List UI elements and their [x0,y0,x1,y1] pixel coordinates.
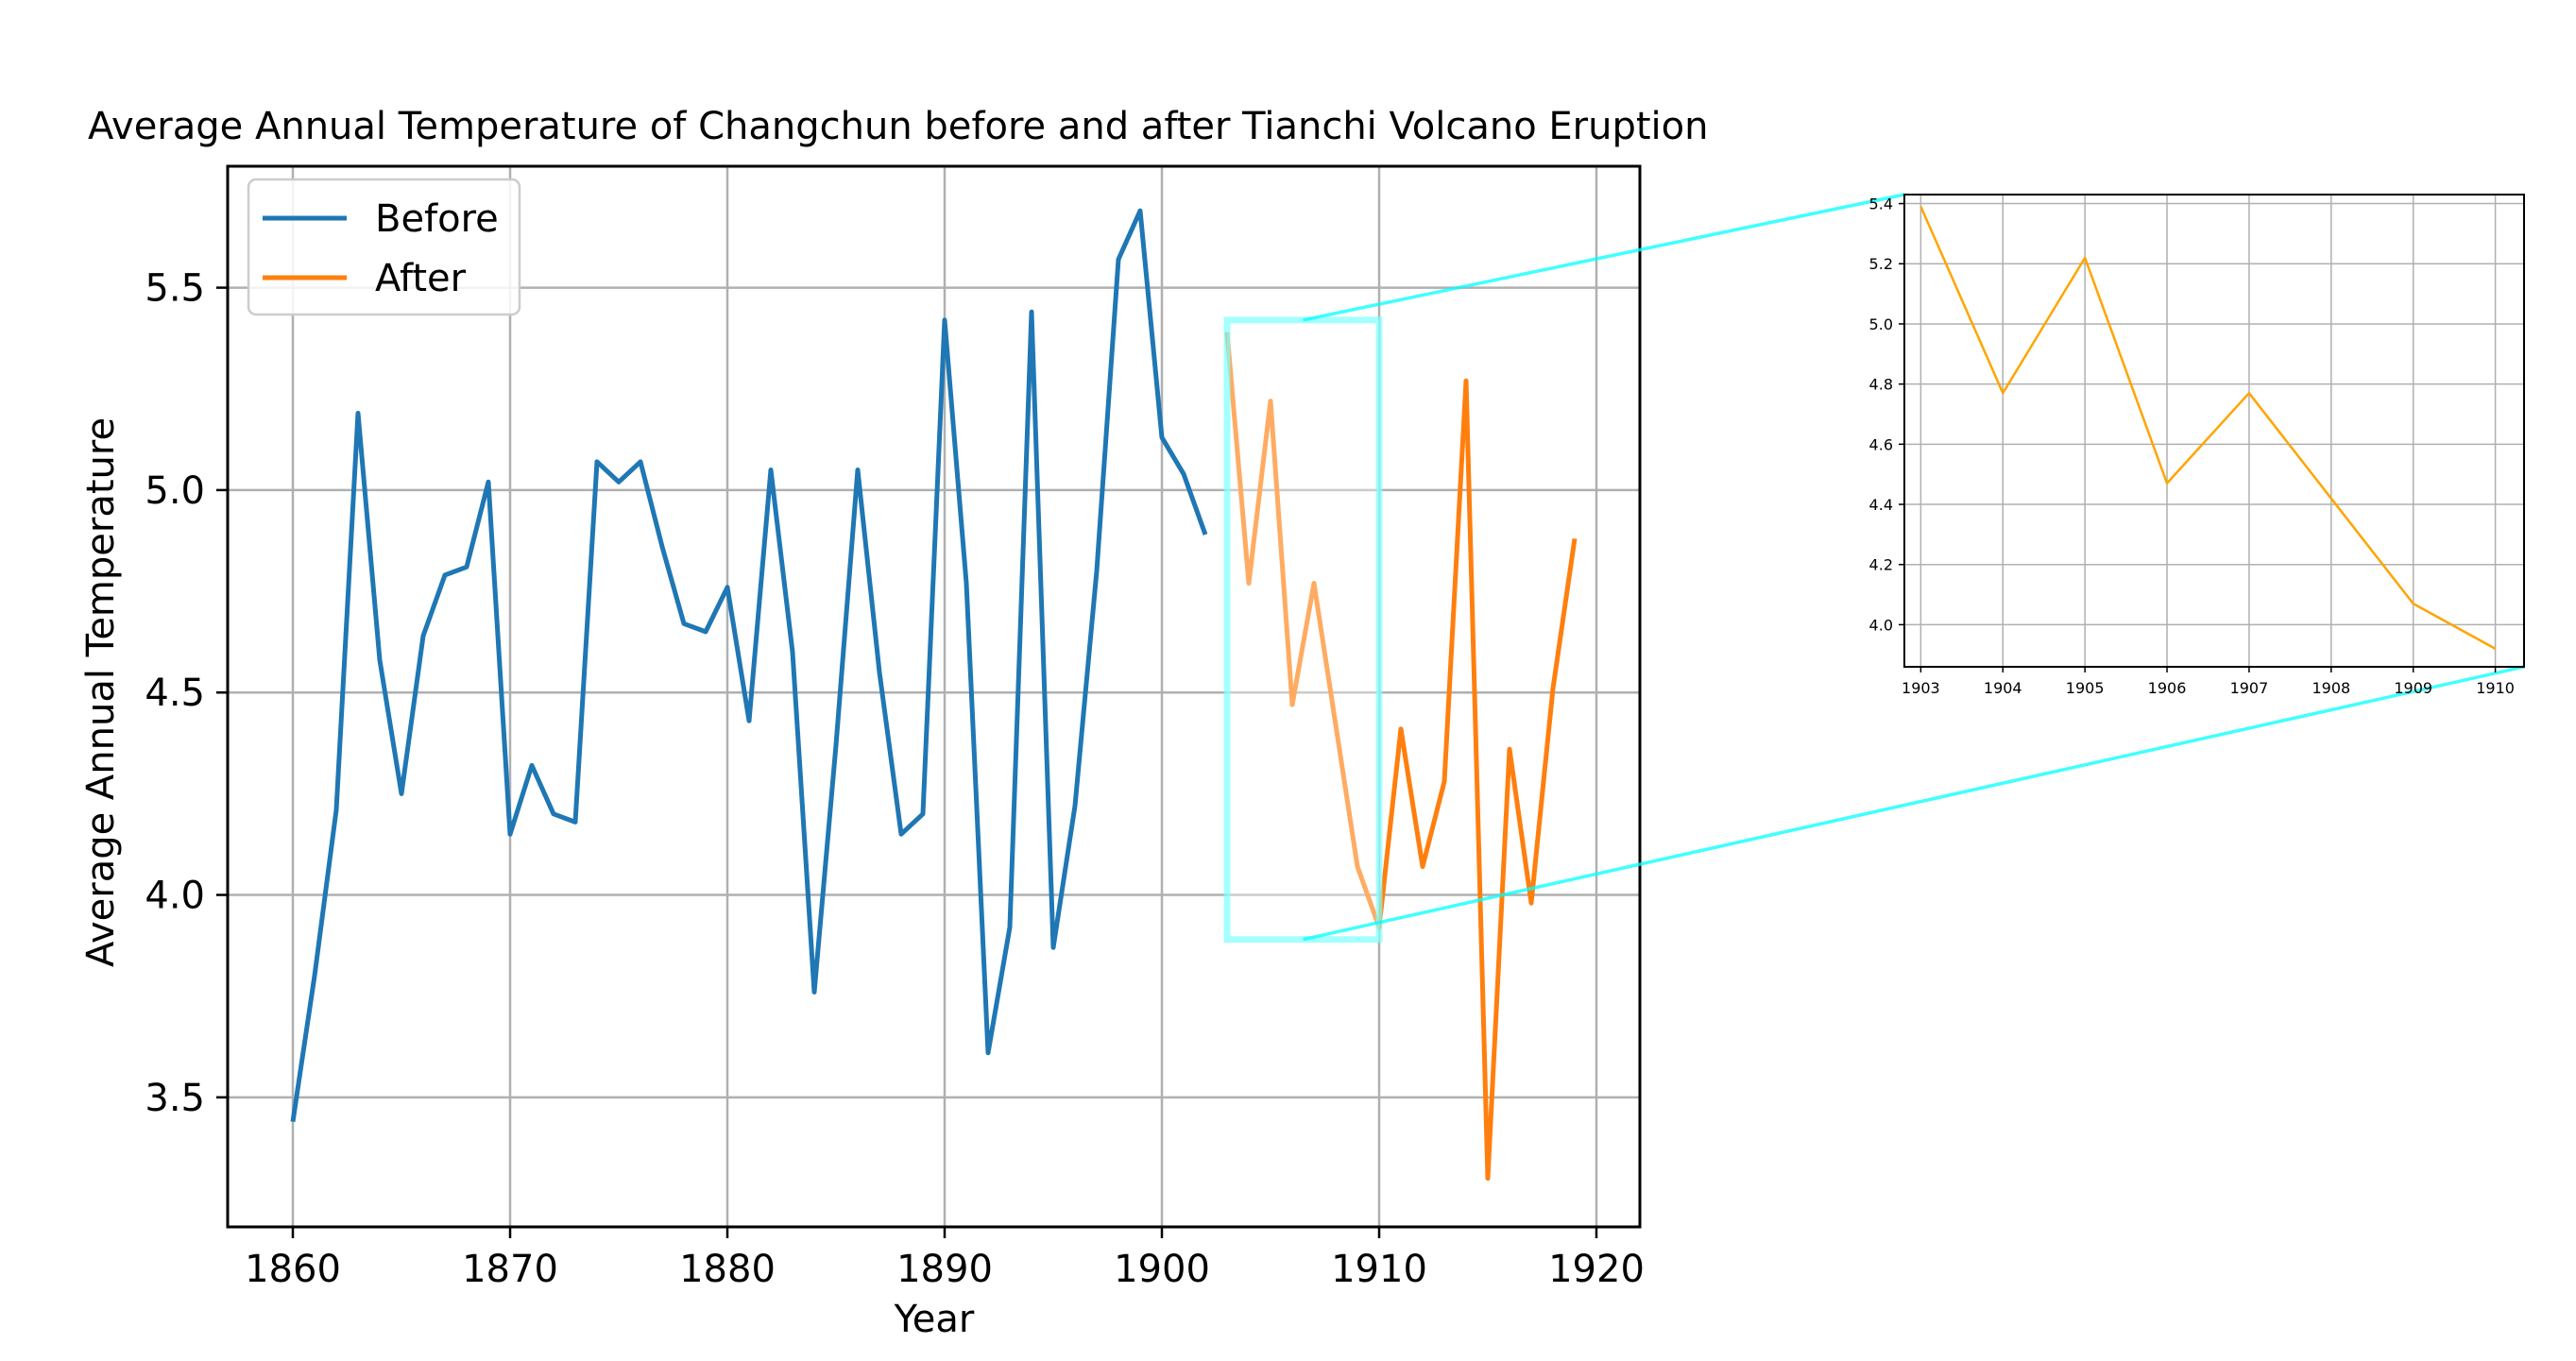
zoom-connector-lines [1303,193,2525,942]
y-tick-label: 3.5 [145,1077,205,1120]
y-tick-label: 5.0 [145,469,205,513]
inset-x-tick-label: 1908 [2312,679,2350,697]
connector-line-top [1303,193,1905,322]
inset-y-tick-label: 5.4 [1869,196,1893,213]
x-tick-label: 1890 [896,1248,993,1291]
chart-title: Average Annual Temperature of Changchun … [88,105,1708,148]
inset-series-lines [1919,206,2497,650]
y-axis-label: Average Annual Temperature [79,417,123,967]
inset-y-tick-label: 4.0 [1869,616,1893,634]
main-series-lines [290,208,1578,1182]
y-tick-label: 5.5 [145,267,205,311]
legend[interactable]: Before After [247,178,521,316]
x-axis-label: Year [894,1298,975,1341]
inset-x-tick-label: 1907 [2230,679,2269,697]
x-tick-label: 1910 [1331,1248,1427,1291]
inset-x-tick-label: 1903 [1902,679,1940,697]
main-plot-frame [226,164,1642,1229]
inset-plot-frame [1903,194,2525,668]
legend-label: After [375,257,467,300]
inset-y-tick-label: 5.0 [1869,315,1893,333]
main-grid [228,166,1640,1227]
inset-y-tick-label: 4.2 [1869,556,1893,574]
inset-y-tick-label: 4.4 [1869,496,1893,514]
inset-x-tick-label: 1904 [1984,679,2022,697]
inset-y-tick-label: 5.2 [1869,255,1893,273]
legend-label: Before [375,197,499,241]
inset-axis-ticks: 1903 1904 1905 1906 1907 1908 1909 1910 4.0 4.2 4.… [1869,196,2515,697]
inset-series-line-0 [1919,206,2497,650]
series-line-0 [290,208,1208,1122]
inset-x-tick-label: 1906 [2148,679,2187,697]
series-line-1 [1224,332,1578,1182]
legend-frame [247,178,521,316]
x-tick-label: 1900 [1114,1248,1210,1291]
inset-x-tick-label: 1909 [2394,679,2432,697]
highlight-fill [1227,319,1379,940]
x-tick-label: 1880 [679,1248,776,1291]
inset-y-tick-label: 4.8 [1869,376,1893,394]
x-tick-label: 1860 [245,1248,341,1291]
inset-x-tick-label: 1905 [2066,679,2105,697]
inset-y-tick-label: 4.6 [1869,435,1893,453]
x-tick-label: 1870 [462,1248,558,1291]
inset-x-tick-label: 1910 [2476,679,2515,697]
connector-line-bottom [1303,665,2525,942]
zoom-highlight-box [1223,316,1383,944]
x-tick-label: 1920 [1548,1248,1645,1291]
main-axis-ticks: 1860 1870 1880 1890 1900 1910 1920 3.5 4.0 4.5 5.0… [145,267,1645,1291]
y-tick-label: 4.5 [145,672,205,715]
inset-grid [1904,195,2524,667]
y-tick-label: 4.0 [145,875,205,918]
